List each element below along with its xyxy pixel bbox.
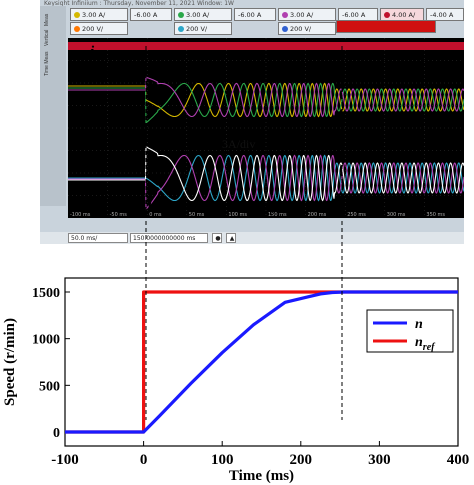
chart-ticks: -100 0 100 200 300 400 0 500 1000 1500: [32, 286, 469, 468]
ic-trace: [68, 76, 464, 118]
scope-time-ticks: -100 ms -50 ms 0 ms 50 ms 100 ms 150 ms 200 ms…: [70, 212, 445, 218]
uca-trace: [68, 145, 464, 202]
uca-label: uca: [216, 196, 234, 215]
channel-1-offset[interactable]: -6.00 A: [130, 8, 172, 21]
scope-time-tick: 250 ms: [347, 212, 366, 218]
scope-time-tick: 350 ms: [426, 212, 445, 218]
tab-meas[interactable]: Meas: [44, 13, 50, 26]
scope-time-tick: 300 ms: [387, 212, 406, 218]
zoom-icon[interactable]: ●: [212, 233, 222, 243]
channel-3-scale[interactable]: 3.00 A/: [278, 8, 336, 21]
ia-label: ia: [173, 121, 183, 140]
y-axis-label: Speed (r/min): [2, 318, 18, 406]
tab-vertical[interactable]: Vertical: [44, 29, 50, 46]
idc-scale-label: 4A/div: [82, 64, 116, 78]
scope-time-tick: -100 ms: [70, 212, 91, 218]
chart-series: [65, 290, 458, 434]
channel-4-swatch: [384, 12, 390, 18]
scope-time-tick: 50 ms: [189, 212, 205, 218]
tab-time-meas[interactable]: Time Meas: [44, 51, 50, 76]
current-scale-label: 3A/div: [222, 137, 256, 151]
channel-2-offset[interactable]: -6.00 A: [234, 8, 276, 21]
chart-legend: n nref: [366, 309, 454, 353]
y-tick-label: 0: [53, 426, 60, 441]
x-tick-label: 300: [368, 452, 391, 468]
ubc-label: ubc: [182, 196, 200, 215]
scope-waveforms: [68, 42, 464, 211]
x-tick-label: 100: [211, 452, 234, 468]
scope-time-tick: -50 ms: [110, 212, 128, 218]
x-tick-label: -100: [51, 452, 79, 468]
scope-title-bar: Keysight Infiniium : Thursday, November …: [44, 0, 234, 7]
channel-5-swatch: [74, 26, 80, 32]
series-n: [65, 290, 458, 434]
legend-box: [366, 309, 454, 353]
channel-1-swatch: [74, 12, 80, 18]
y-tick-label: 1000: [32, 333, 60, 348]
scope-side-tabs: Time Meas Vertical Meas: [40, 6, 66, 206]
scope-time-tick: 150 ms: [268, 212, 287, 218]
scope-time-tick: 0 ms: [149, 212, 162, 218]
channel-3-swatch: [282, 12, 288, 18]
waveform-display[interactable]: -100 ms -50 ms 0 ms 50 ms 100 ms 150 ms 200 ms…: [68, 38, 464, 218]
channel-1-scale[interactable]: 3.00 A/: [70, 8, 128, 21]
channel-4-offset[interactable]: -4.00 A: [426, 8, 464, 21]
scope-time-tick: 200 ms: [308, 212, 327, 218]
legend-n-label: n: [415, 317, 423, 332]
x-tick-label: 400: [447, 452, 470, 468]
x-axis-label: Time (ms): [229, 468, 294, 484]
channel-6-swatch: [178, 26, 184, 32]
channel-5-scale[interactable]: 200 V/: [70, 22, 128, 35]
idc-trace: [68, 42, 464, 50]
y-tick-label: 500: [39, 379, 60, 394]
pan-icon[interactable]: ▲: [226, 233, 236, 243]
position-field[interactable]: 150.0000000000 ms: [130, 233, 208, 243]
selected-channel-indicator[interactable]: [336, 20, 436, 33]
channel-7-swatch: [282, 26, 288, 32]
ic-label: ic: [201, 121, 210, 140]
x-tick-label: 200: [290, 452, 313, 468]
timebase-field[interactable]: 50.0 ms/: [68, 233, 128, 243]
voltage-scale-label: 100V/div: [250, 202, 296, 216]
channel-6-scale[interactable]: 200 V/: [174, 22, 232, 35]
idc-label: idc: [90, 44, 104, 63]
x-tick-label: 0: [140, 452, 148, 468]
uab-label: uab: [148, 196, 167, 215]
channel-2-scale[interactable]: 3.00 A/: [174, 8, 232, 21]
scope-status-bar: 50.0 ms/ 150.0000000000 ms ● ▲: [40, 232, 464, 244]
scope-time-tick: 100 ms: [228, 212, 247, 218]
y-tick-label: 1500: [32, 286, 60, 301]
channel-7-scale[interactable]: 200 V/: [278, 22, 336, 35]
channel-2-swatch: [178, 12, 184, 18]
plot-frame: [64, 277, 459, 447]
legend-nref-label: nref: [415, 335, 436, 353]
ib-label: ib: [187, 121, 197, 140]
